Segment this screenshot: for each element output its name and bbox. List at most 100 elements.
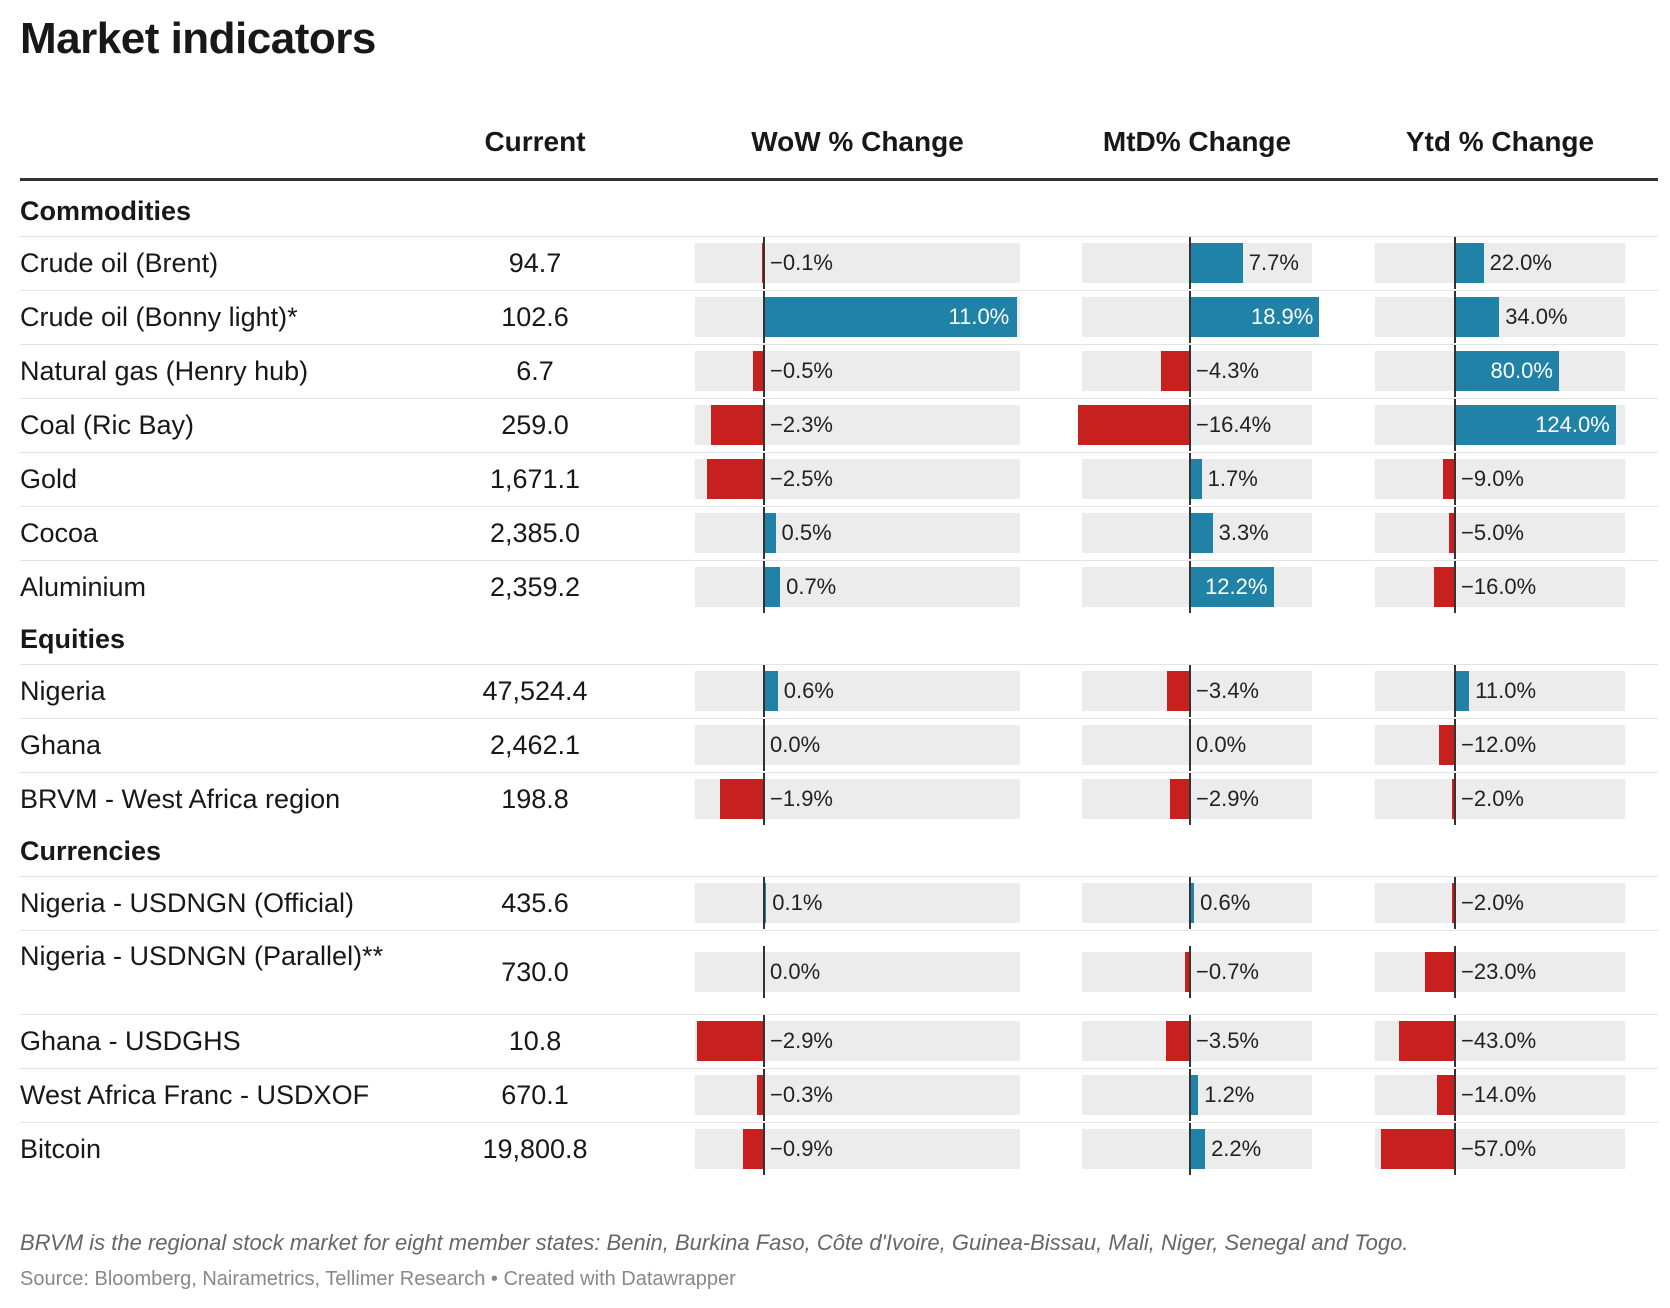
wow-value-label: 0.5%: [781, 520, 832, 545]
ytd-value-label: 34.0%: [1505, 304, 1568, 329]
ytd-zero-line: [1454, 561, 1456, 613]
wow-bar: [720, 779, 764, 819]
mtd-bar: [1160, 351, 1190, 391]
ytd-bar: [1399, 1021, 1455, 1061]
header-rule: [20, 178, 1658, 181]
table-row-label: Natural gas (Henry hub): [20, 356, 309, 386]
current-value: 670.1: [501, 1080, 569, 1110]
ytd-track: [1375, 952, 1625, 992]
mtd-value-label: −3.5%: [1196, 1028, 1259, 1053]
mtd-value-label: 12.2%: [1205, 574, 1268, 599]
current-value: 6.7: [516, 356, 554, 386]
row-divider: [20, 664, 1658, 665]
wow-track: [695, 513, 1020, 553]
mtd-zero-line: [1189, 399, 1191, 451]
table-row-label: Crude oil (Brent): [20, 248, 219, 278]
wow-bar: [711, 405, 764, 445]
ytd-bar: [1452, 883, 1455, 923]
ytd-bar: [1455, 351, 1559, 391]
wow-zero-line: [763, 507, 765, 559]
ytd-value-label: −14.0%: [1461, 1082, 1537, 1107]
mtd-bar: [1190, 1129, 1206, 1169]
row-divider: [20, 1122, 1658, 1123]
current-value: 47,524.4: [482, 676, 588, 706]
row-divider: [20, 398, 1658, 399]
ytd-bar: [1425, 952, 1455, 992]
row-divider: [20, 452, 1658, 453]
mtd-track: [1082, 725, 1312, 765]
ytd-zero-line: [1454, 877, 1456, 929]
ytd-bar: [1455, 243, 1484, 283]
table-row-label: Aluminium: [20, 572, 147, 602]
wow-zero-line: [763, 773, 765, 825]
ytd-track: [1375, 513, 1625, 553]
current-value: 2,385.0: [489, 518, 581, 548]
section-title: Currencies: [20, 836, 162, 866]
wow-value-label: 0.6%: [783, 678, 834, 703]
wow-zero-line: [763, 877, 765, 929]
wow-track: [695, 671, 1020, 711]
ytd-value-label: −2.0%: [1461, 786, 1524, 811]
wow-bar: [764, 671, 778, 711]
ytd-track: [1375, 567, 1625, 607]
mtd-zero-line: [1189, 1015, 1191, 1067]
mtd-track: [1082, 671, 1312, 711]
ytd-track: [1375, 1075, 1625, 1115]
table-row-label: Crude oil (Bonny light)*: [20, 302, 298, 332]
mtd-value-label: 18.9%: [1250, 304, 1314, 329]
mtd-zero-line: [1189, 1069, 1191, 1121]
mtd-zero-line: [1189, 561, 1191, 613]
ytd-value-label: −2.0%: [1461, 890, 1524, 915]
ytd-zero-line: [1454, 1069, 1456, 1121]
table-row-label: Coal (Ric Bay): [20, 410, 195, 440]
wow-value-label: −2.3%: [770, 412, 833, 437]
mtd-zero-line: [1189, 1123, 1191, 1175]
ytd-value-label: −12.0%: [1461, 732, 1537, 757]
ytd-zero-line: [1454, 399, 1456, 451]
row-divider: [20, 772, 1658, 773]
page-title: Market indicators: [20, 14, 376, 63]
wow-zero-line: [763, 1015, 765, 1067]
mtd-bar: [1190, 459, 1202, 499]
wow-track: [695, 1075, 1020, 1115]
mtd-zero-line: [1189, 665, 1191, 717]
mtd-bar: [1166, 1021, 1190, 1061]
wow-value-label: 0.7%: [786, 574, 837, 599]
ytd-zero-line: [1454, 773, 1456, 825]
ytd-bar: [1455, 297, 1500, 337]
row-divider: [20, 560, 1658, 561]
wow-value-label: −2.9%: [770, 1028, 833, 1053]
column-header-mtd: MtD% Change: [1102, 126, 1292, 157]
mtd-zero-line: [1189, 453, 1191, 505]
table-row-label: West Africa Franc - USDXOF: [20, 1080, 370, 1110]
table-row-label: Ghana: [20, 730, 102, 760]
ytd-zero-line: [1454, 507, 1456, 559]
ytd-zero-line: [1454, 665, 1456, 717]
ytd-zero-line: [1454, 453, 1456, 505]
section-title: Commodities: [20, 196, 192, 226]
ytd-value-label: 22.0%: [1489, 250, 1552, 275]
mtd-value-label: 0.6%: [1200, 890, 1251, 915]
ytd-bar: [1443, 459, 1455, 499]
wow-value-label: −0.5%: [770, 358, 833, 383]
source-line: Source: Bloomberg, Nairametrics, Tellime…: [20, 1268, 736, 1290]
wow-zero-line: [763, 1069, 765, 1121]
ytd-bar: [1455, 671, 1470, 711]
wow-value-label: 11.0%: [948, 304, 1010, 329]
wow-track: [695, 243, 1020, 283]
mtd-track: [1082, 351, 1312, 391]
ytd-zero-line: [1454, 946, 1456, 998]
table-row-label: Nigeria - USDNGN (Parallel)**: [20, 941, 384, 971]
mtd-bar: [1166, 671, 1190, 711]
table-row-label: Ghana - USDGHS: [20, 1026, 241, 1056]
ytd-value-label: −16.0%: [1461, 574, 1537, 599]
ytd-value-label: −57.0%: [1461, 1136, 1537, 1161]
mtd-value-label: 0.0%: [1196, 732, 1247, 757]
wow-zero-line: [763, 561, 765, 613]
current-value: 730.0: [501, 957, 569, 987]
mtd-value-label: −0.7%: [1196, 959, 1259, 984]
wow-bar: [752, 351, 764, 391]
mtd-track: [1082, 779, 1312, 819]
ytd-bar: [1434, 567, 1455, 607]
ytd-bar: [1436, 1075, 1455, 1115]
